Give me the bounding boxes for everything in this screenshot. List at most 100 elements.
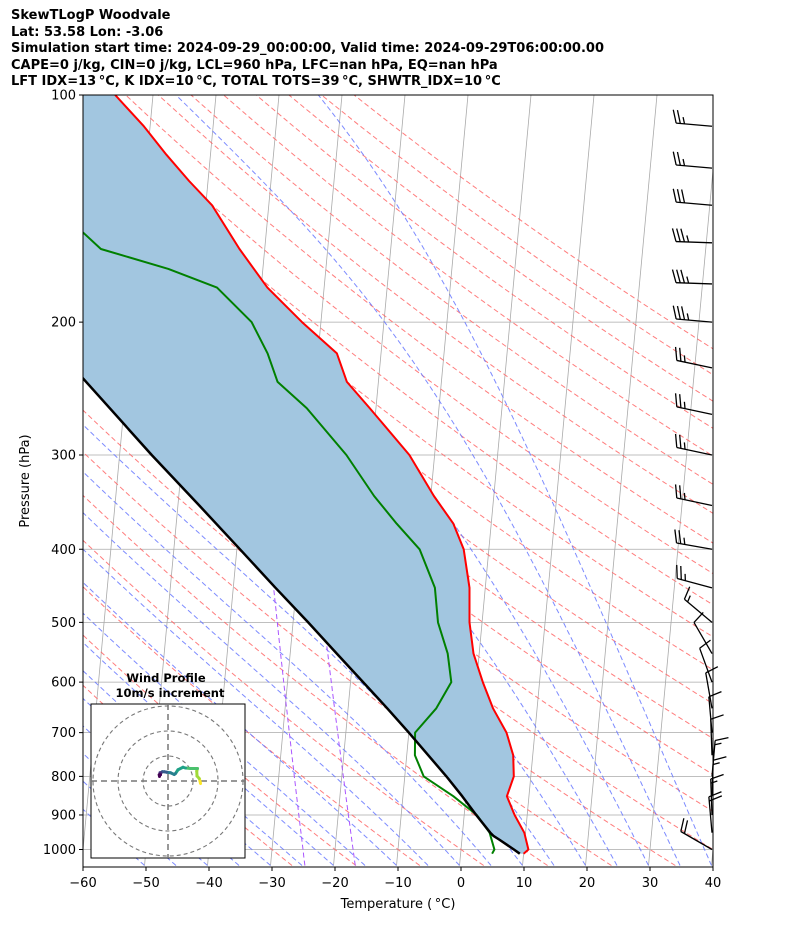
sounding-lines bbox=[83, 95, 530, 855]
barb-flag bbox=[674, 433, 678, 448]
mixing-ratio-line bbox=[269, 549, 306, 866]
barb-flag bbox=[715, 737, 729, 742]
dewpoint-line bbox=[83, 231, 496, 855]
wind-barb bbox=[674, 433, 713, 456]
barb-shaft bbox=[675, 240, 713, 244]
barb-flag bbox=[672, 151, 677, 166]
wind-barb bbox=[705, 666, 719, 709]
barb-shaft bbox=[676, 318, 713, 323]
y-axis-label: Pressure (hPa) bbox=[18, 434, 33, 527]
barb-half-flag bbox=[687, 595, 691, 603]
barb-flag bbox=[678, 530, 682, 544]
wind-barb bbox=[674, 529, 713, 550]
barb-flag bbox=[680, 228, 686, 243]
isotherm-line bbox=[522, 95, 595, 866]
dry-adiabat bbox=[157, 95, 713, 514]
dry-adiabat bbox=[83, 451, 612, 866]
barb-flag bbox=[680, 818, 685, 832]
isotherm-line bbox=[648, 166, 713, 866]
dry-adiabat bbox=[83, 149, 713, 638]
wind-barb bbox=[680, 818, 713, 851]
barb-shaft bbox=[676, 164, 713, 169]
barb-shaft bbox=[676, 201, 713, 206]
y-tick-label: 1000 bbox=[43, 843, 76, 858]
wind-profile-inset: Wind Profile 10m/s increment bbox=[90, 671, 246, 859]
barb-shaft bbox=[676, 359, 713, 369]
x-tick-label: −20 bbox=[321, 876, 348, 891]
x-tick-label: −10 bbox=[384, 876, 411, 891]
barb-half-flag bbox=[686, 276, 690, 284]
wind-barb bbox=[672, 188, 713, 206]
chart-header: SkewTLogP Woodvale Lat: 53.58 Lon: -3.06… bbox=[11, 8, 604, 91]
isotherm-line bbox=[711, 845, 713, 866]
x-tick-label: −40 bbox=[195, 876, 222, 891]
barb-shaft bbox=[676, 446, 713, 456]
wind-barb bbox=[671, 269, 713, 285]
barb-flag bbox=[679, 434, 682, 449]
barb-half-flag bbox=[686, 313, 690, 321]
wind-barb bbox=[683, 586, 713, 623]
x-tick-label: −60 bbox=[69, 876, 96, 891]
y-tick-label: 800 bbox=[51, 770, 76, 785]
x-tick-label: 40 bbox=[705, 876, 722, 891]
barb-flag bbox=[683, 820, 689, 834]
barb-flag bbox=[676, 228, 681, 242]
header-location: Lat: 53.58 Lon: -3.06 bbox=[11, 24, 164, 40]
barb-flag bbox=[672, 188, 677, 203]
header-times: Simulation start time: 2024-09-29_00:00:… bbox=[11, 41, 604, 56]
wind-barb bbox=[674, 393, 713, 415]
mixing-ratio-line bbox=[314, 549, 356, 866]
barb-flag bbox=[713, 756, 727, 761]
wind-barb bbox=[676, 564, 713, 589]
x-tick-label: 10 bbox=[516, 876, 533, 891]
barb-flag bbox=[674, 484, 678, 499]
dry-adiabat bbox=[125, 95, 713, 544]
barb-half-flag bbox=[683, 355, 686, 363]
parcel-line bbox=[83, 376, 521, 855]
barb-shaft bbox=[693, 622, 713, 654]
barb-flag bbox=[681, 189, 686, 203]
dry-adiabat bbox=[83, 409, 676, 866]
moist-adiabat bbox=[83, 612, 366, 866]
barb-flag bbox=[679, 485, 682, 499]
barb-half-flag bbox=[686, 235, 690, 243]
inset-subtitle: 10m/s increment bbox=[116, 686, 225, 700]
y-tick-label: 700 bbox=[51, 726, 76, 741]
barb-flag bbox=[672, 305, 677, 320]
barb-flag bbox=[672, 109, 677, 124]
wind-barb bbox=[693, 612, 713, 654]
barb-flag bbox=[676, 305, 681, 320]
wind-barb bbox=[671, 228, 713, 244]
moist-adiabat bbox=[83, 641, 334, 866]
barb-shaft bbox=[710, 778, 713, 815]
hodograph bbox=[91, 704, 245, 858]
barb-shaft bbox=[680, 830, 713, 851]
barb-shaft bbox=[675, 282, 713, 285]
barb-flag bbox=[676, 189, 681, 203]
y-tick-label: 600 bbox=[51, 676, 76, 691]
barb-flag bbox=[671, 269, 677, 283]
moist-adiabat bbox=[83, 581, 397, 866]
barb-flag bbox=[674, 346, 678, 361]
dry-adiabat bbox=[92, 95, 713, 575]
barb-flag bbox=[671, 228, 677, 242]
barb-shaft bbox=[676, 406, 713, 415]
moist-adiabat bbox=[83, 471, 492, 866]
x-tick-label: 30 bbox=[642, 876, 659, 891]
barb-shaft bbox=[677, 577, 713, 589]
y-tick-label: 200 bbox=[51, 316, 76, 331]
wind-barb bbox=[699, 639, 713, 683]
barb-flag bbox=[681, 306, 686, 320]
barb-flag bbox=[674, 393, 678, 407]
barb-half-flag bbox=[683, 537, 686, 545]
dry-adiabat bbox=[83, 634, 357, 866]
dry-adiabat bbox=[223, 95, 713, 457]
barb-flag bbox=[699, 639, 711, 649]
x-axis-label: Temperature ( °C) bbox=[340, 897, 456, 912]
barb-flag bbox=[676, 110, 681, 124]
wind-barb bbox=[672, 109, 713, 127]
hodograph-ring bbox=[117, 730, 219, 832]
barb-flag bbox=[674, 529, 678, 544]
y-tick-label: 400 bbox=[51, 543, 76, 558]
